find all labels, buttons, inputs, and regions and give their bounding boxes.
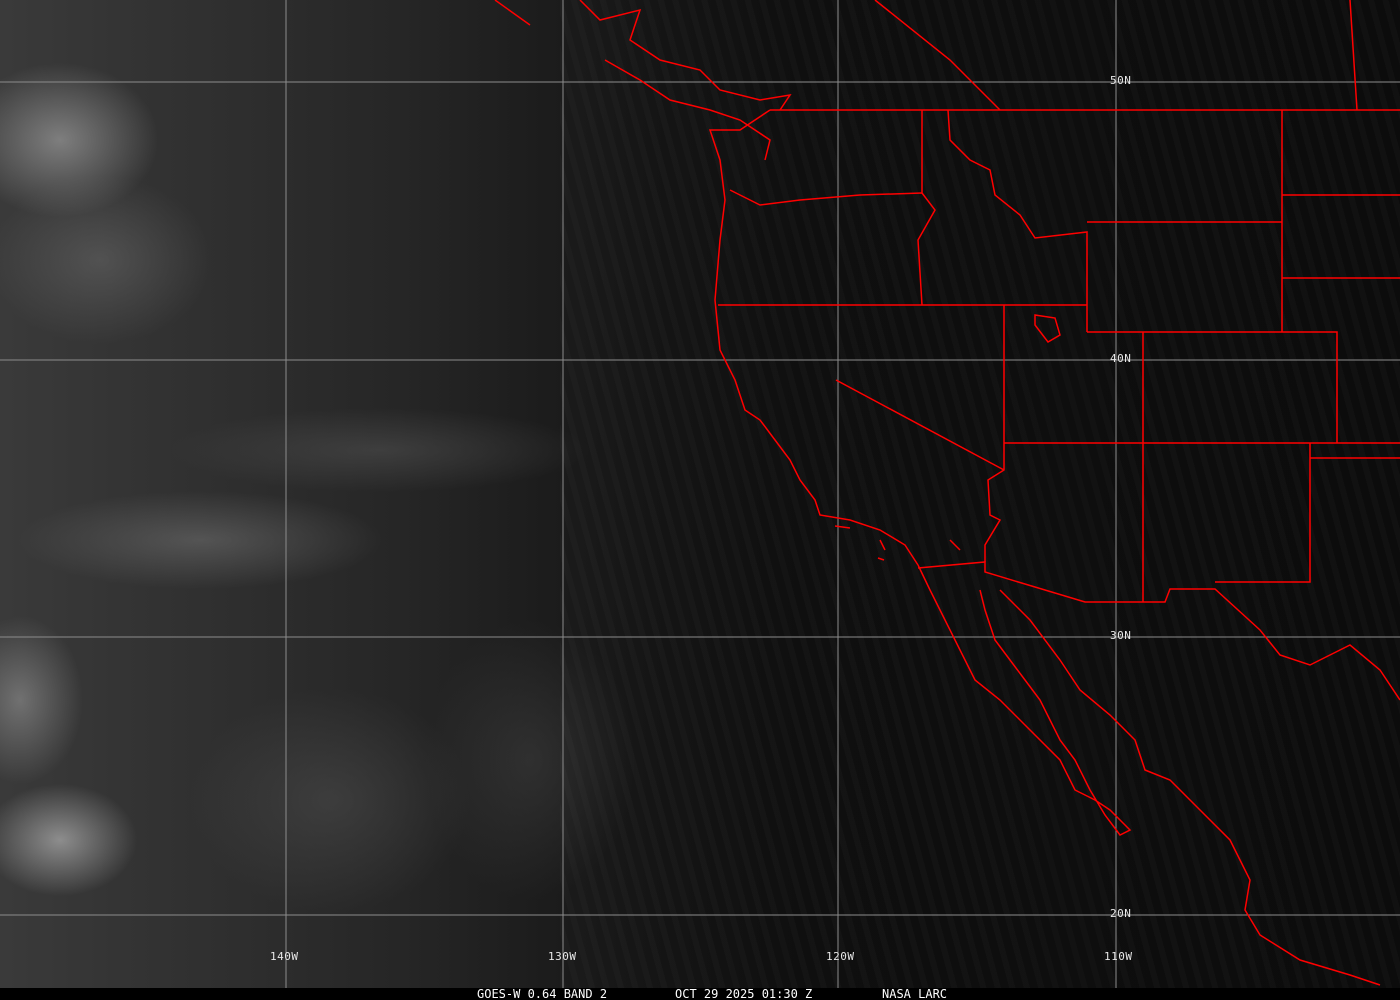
lat-label-40n: 40N — [1110, 352, 1132, 365]
great-salt-lake — [1034, 314, 1061, 343]
lon-label-140w: 140W — [270, 950, 299, 963]
source-label: NASA LARC — [882, 987, 948, 1000]
image-caption-bar: GOES-W 0.64 BAND 2 OCT 29 2025 01:30 Z N… — [0, 988, 1400, 1000]
satellite-band-label: GOES-W 0.64 BAND 2 — [477, 987, 608, 1000]
lon-label-130w: 130W — [548, 950, 577, 963]
nv-ut-az-borders — [1004, 0, 1400, 602]
coastline-baja-west — [917, 564, 1132, 836]
lat-label-30n: 30N — [1110, 629, 1132, 642]
us-mexico-border — [917, 561, 1400, 701]
or-id-border — [917, 110, 936, 306]
coastline-bc — [494, 0, 792, 161]
lat-label-50n: 50N — [1110, 74, 1132, 87]
channel-islands — [834, 525, 961, 561]
coastline-us-west — [708, 109, 919, 566]
ca-nv-border — [835, 305, 1005, 562]
political-borders — [494, 0, 1400, 986]
datetime-label: OCT 29 2025 01:30 Z — [675, 987, 813, 1000]
lat-label-20n: 20N — [1110, 907, 1132, 920]
wa-or-border — [729, 189, 923, 206]
id-mt-border — [947, 109, 1088, 332]
bc-interior-border — [874, 0, 1001, 111]
lon-label-110w: 110W — [1104, 950, 1133, 963]
coastline-mexico-mainland — [999, 589, 1381, 986]
lon-label-120w: 120W — [826, 950, 855, 963]
